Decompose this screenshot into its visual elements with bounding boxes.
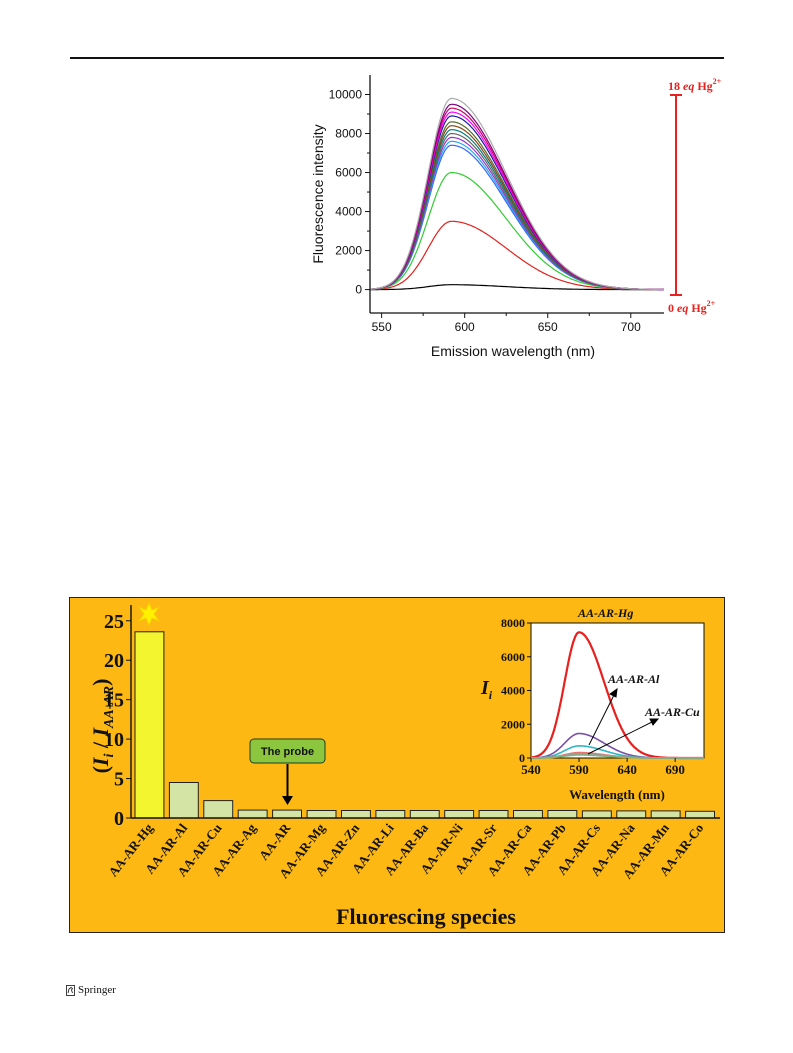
sun-icon	[137, 601, 161, 627]
bar-aa-ar-sr	[478, 810, 509, 819]
x-axis-title: Emission wavelength (nm)	[431, 343, 595, 359]
y-axis-title: (Ii / IAA-AR)	[88, 679, 117, 774]
header-rule	[70, 57, 724, 59]
x-tick-label: 600	[455, 320, 475, 334]
y-tick-label: 15	[104, 690, 124, 712]
y-axis-title: Fluorescence intensity	[310, 124, 326, 263]
titration-range-bar	[670, 94, 682, 296]
bar-aa-ar	[272, 809, 303, 819]
inset-label-hg: AA-AR-Hg	[577, 606, 633, 620]
inset-y-tick-label: 0	[519, 751, 525, 765]
bar-aa-ar-ba	[409, 810, 440, 819]
y-tick-label: 8000	[335, 127, 362, 141]
bar-aa-ar-co	[685, 810, 715, 819]
y-tick-label: 10000	[329, 88, 363, 102]
bar-aa-ar-zn	[341, 810, 371, 819]
inset-plot-area	[530, 622, 705, 759]
plot-frame-group	[370, 75, 664, 313]
y-tick-label: 0	[355, 283, 362, 297]
bar-aa-ar-ni	[444, 810, 475, 819]
selectivity-bar-chart: AA-AR-HgAA-AR-AlAA-AR-CuAA-AR-AgAA-ARAA-…	[88, 601, 720, 929]
inset-y-tick-label: 2000	[501, 717, 525, 731]
spectrum-line-0	[370, 284, 664, 291]
bar-aa-ar-cs	[581, 810, 612, 819]
footer: Springer	[66, 984, 116, 996]
plot-area	[370, 75, 664, 313]
y-tick-label: 2000	[335, 244, 362, 258]
bar-aa-ar-mn	[650, 810, 681, 819]
bar-aa-ar-ca	[513, 810, 543, 819]
spectrum-line-14	[369, 97, 664, 291]
inset-arrows	[587, 687, 660, 755]
inset-y-tick-label: 4000	[501, 684, 525, 698]
probe-callout-label: The probe	[261, 746, 314, 758]
annotation-top: 18 eq Hg2+	[668, 77, 722, 93]
inset-x-tick-label: 590	[569, 762, 589, 777]
y-tick-label: 10	[104, 729, 124, 751]
inset-y-axis-title: Ii	[480, 677, 493, 702]
y-tick-label: 5	[114, 769, 124, 791]
bar-aa-ar-na	[616, 810, 647, 819]
x-tick-label: 550	[372, 320, 392, 334]
bar-aa-ar-cu	[203, 800, 234, 819]
bar-aa-ar-li	[375, 810, 406, 819]
x-axis-title: Fluorescing species	[336, 904, 516, 929]
bar-aa-ar-pb	[547, 810, 578, 819]
y-tick-label: 6000	[335, 166, 362, 180]
fluorescence-titration-chart: 0 2000 4000 6000 8000 10000 550 600 650 700 Emiss…	[310, 75, 722, 359]
probe-callout: The probe	[249, 738, 326, 805]
y-tick-label: 4000	[335, 205, 362, 219]
inset-x-tick-label: 690	[665, 762, 685, 777]
y-tick-label: 25	[104, 611, 124, 633]
springer-horse-icon	[66, 984, 75, 996]
publisher-name: Springer	[78, 984, 116, 996]
inset-x-axis-title: Wavelength (nm)	[569, 787, 665, 802]
inset-x-tick-label: 640	[617, 762, 637, 777]
annotation-bottom: 0 eq Hg2+	[668, 299, 716, 315]
y-tick-label: 20	[104, 650, 124, 672]
x-tick-label: 650	[538, 320, 558, 334]
inset-label-al: AA-AR-Al	[607, 672, 660, 686]
inset-y-tick-label: 6000	[501, 650, 525, 664]
x-tick-label: 700	[621, 320, 641, 334]
inset-label-cu: AA-AR-Cu	[644, 705, 700, 719]
inset-x-tick-label: 540	[521, 762, 541, 777]
selectivity-figure: AA-AR-Hg AA-AR-Al AA-AR-Cu AA-AR-Ag AA-AR AA-…	[69, 597, 725, 933]
bar-aa-ar-hg	[134, 631, 165, 819]
bar-aa-ar-al	[168, 782, 199, 819]
y-tick-label: 0	[114, 808, 124, 830]
inset-y-tick-label: 8000	[501, 616, 525, 630]
bar-aa-ar-mg	[306, 810, 337, 819]
bar-aa-ar-ag	[237, 809, 268, 819]
